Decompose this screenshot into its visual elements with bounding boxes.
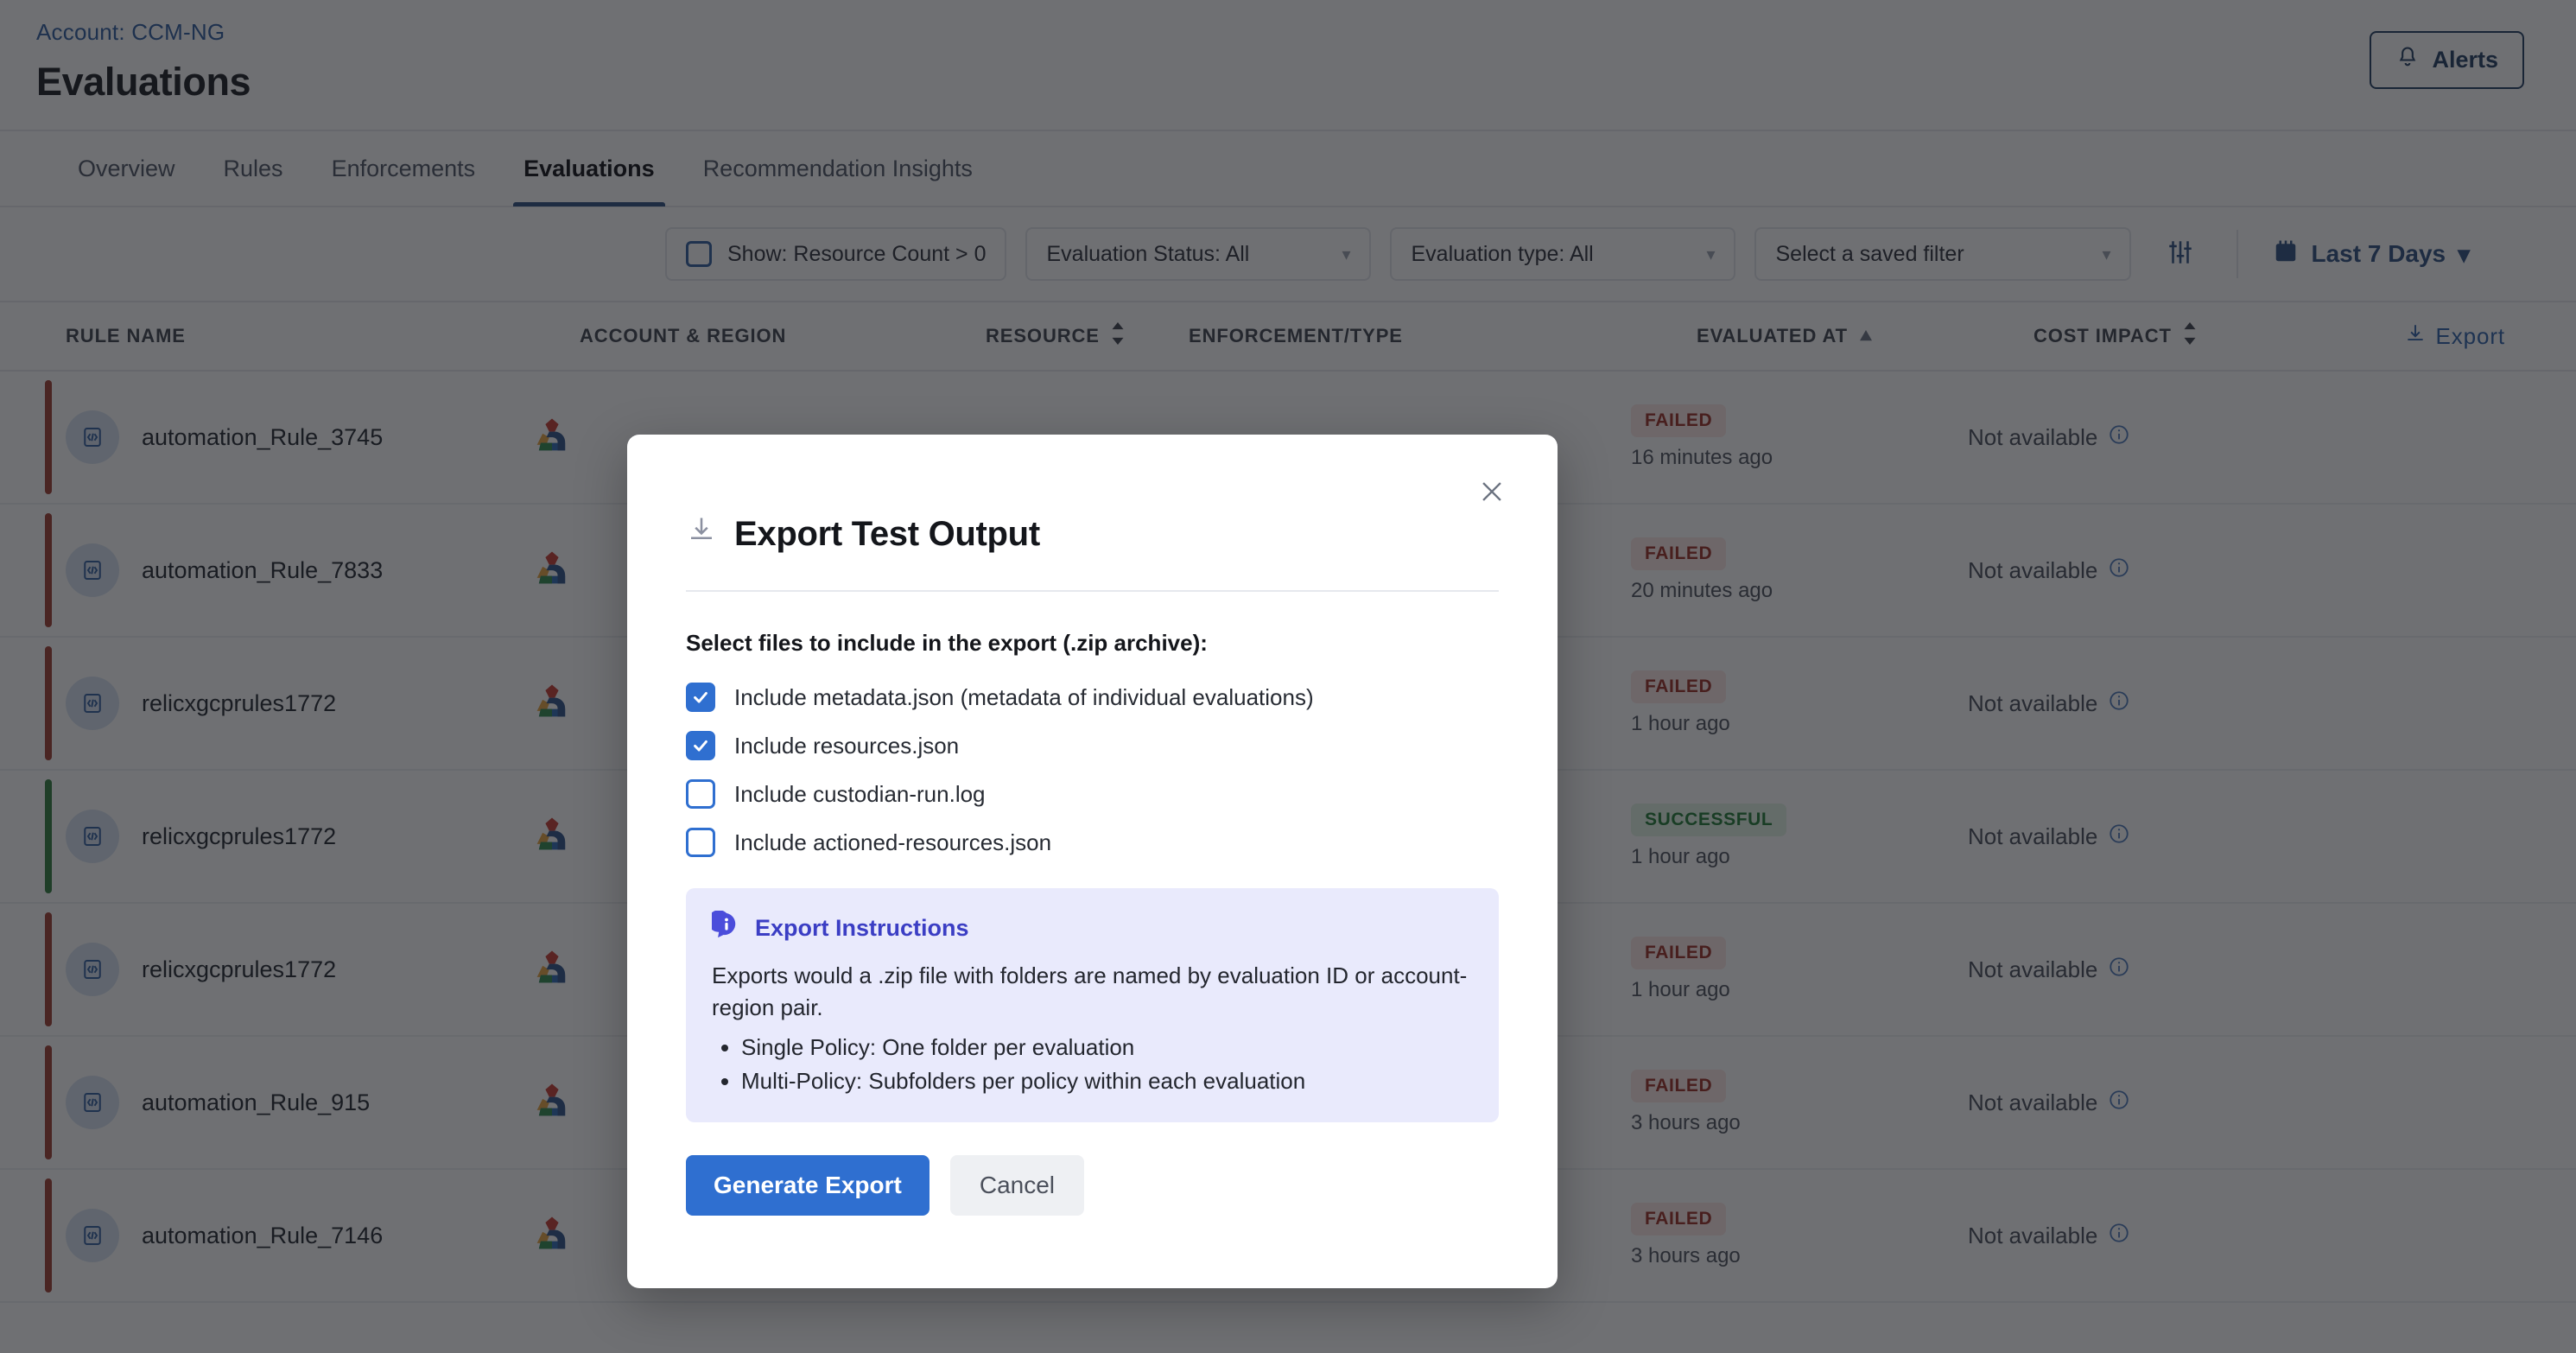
file-option-row[interactable]: Include metadata.json (metadata of indiv…: [686, 683, 1499, 712]
export-instructions-text: Exports would a .zip file with folders a…: [712, 962, 1468, 1020]
cancel-button[interactable]: Cancel: [949, 1154, 1085, 1216]
dialog-title: Export Test Output: [686, 514, 1499, 554]
dialog-title-text: Export Test Output: [734, 514, 1040, 553]
checkbox-label: Include actioned-resources.json: [734, 829, 1052, 855]
select-files-label: Select files to include in the export (.…: [686, 630, 1208, 656]
file-options-list: Include metadata.json (metadata of indiv…: [686, 683, 1499, 857]
export-instructions-title: Export Instructions: [755, 915, 969, 941]
download-icon: [686, 514, 717, 554]
close-icon: [1477, 477, 1507, 511]
checkbox-label: Include metadata.json (metadata of indiv…: [734, 683, 1314, 710]
file-option-row[interactable]: Include custodian-run.log: [686, 779, 1499, 809]
checkbox-label: Include resources.json: [734, 732, 960, 759]
info-bubble-icon: [707, 910, 741, 946]
file-option-row[interactable]: Include actioned-resources.json: [686, 828, 1499, 857]
dialog-actions: Generate Export Cancel: [686, 1154, 1499, 1216]
list-item: Single Policy: One folder per evaluation: [741, 1031, 1473, 1064]
list-item: Multi-Policy: Subfolders per policy with…: [741, 1064, 1473, 1098]
checkbox-label: Include custodian-run.log: [734, 780, 986, 807]
export-instructions-bullets: Single Policy: One folder per evaluation…: [741, 1031, 1473, 1098]
checkbox-option-3[interactable]: [686, 828, 715, 857]
close-button[interactable]: [1469, 471, 1514, 516]
export-instructions-heading: Export Instructions: [707, 910, 1473, 946]
export-test-output-dialog: Export Test Output Select files to inclu…: [627, 435, 1558, 1288]
divider: [686, 590, 1499, 592]
file-option-row[interactable]: Include resources.json: [686, 731, 1499, 760]
export-instructions-panel: Export Instructions Exports would a .zip…: [686, 888, 1499, 1122]
checkbox-option-2[interactable]: [686, 779, 715, 809]
checkbox-option-0[interactable]: [686, 683, 715, 712]
generate-export-button[interactable]: Generate Export: [686, 1154, 930, 1216]
checkbox-option-1[interactable]: [686, 731, 715, 760]
